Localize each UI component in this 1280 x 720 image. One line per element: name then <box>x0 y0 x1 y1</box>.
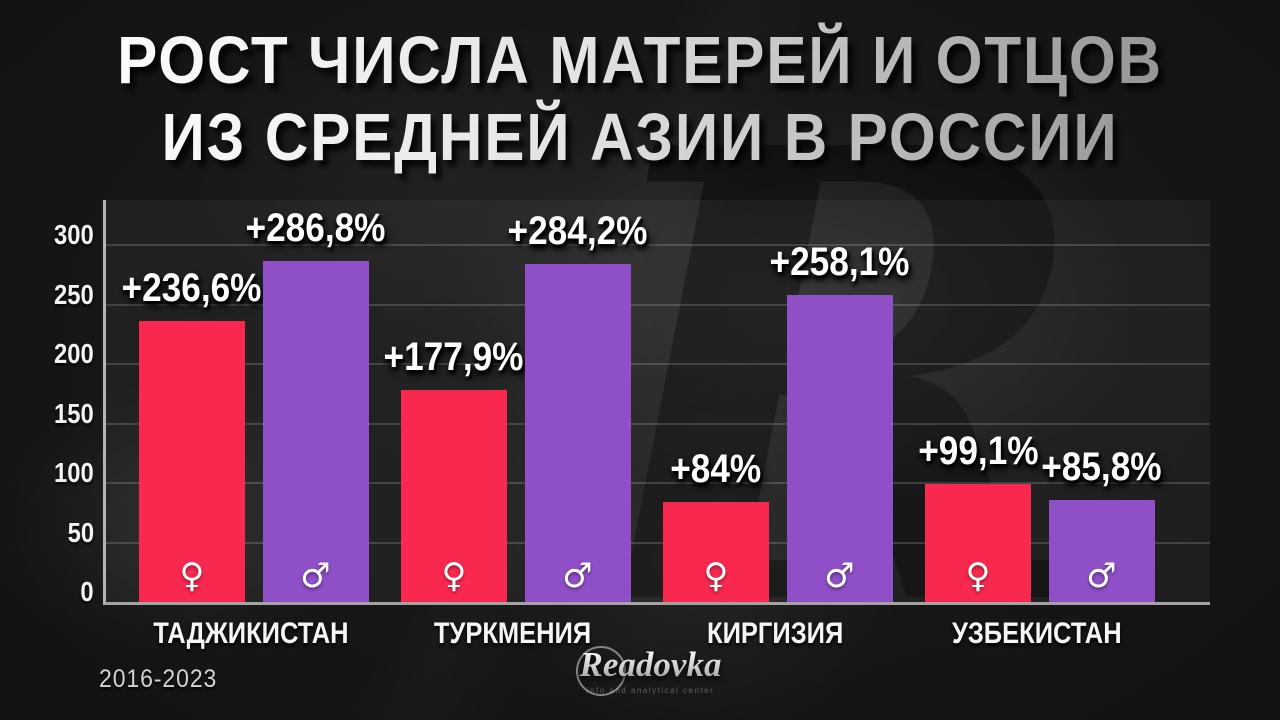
logo-text: Readovka <box>563 645 738 685</box>
gridline-250 <box>106 303 1210 306</box>
x-axis-label-узбекистан: УЗБЕКИСТАН <box>951 617 1122 650</box>
gridline-100 <box>106 482 1210 485</box>
bar-value-fathers-узбекистан: +85,8% <box>1041 444 1162 489</box>
period-label: 2016-2023 <box>99 665 218 693</box>
male-icon: ♂ <box>824 556 855 596</box>
title-line-1: РОСТ ЧИСЛА МАТЕРЕЙ И ОТЦОВ <box>64 22 1216 99</box>
logo-circle-icon <box>576 646 626 696</box>
female-icon: ♀ <box>179 556 205 596</box>
bar-value-mothers-киргизия: +84% <box>670 447 762 492</box>
male-icon: ♂ <box>300 556 331 596</box>
male-icon: ♂ <box>562 556 593 596</box>
bar-fathers-киргизия: ♂ <box>786 295 893 602</box>
bar-value-mothers-узбекистан: +99,1% <box>917 429 1039 474</box>
bar-fathers-туркмения: ♂ <box>524 264 631 602</box>
female-icon: ♀ <box>441 556 467 596</box>
bar-value-fathers-туркмения: +284,2% <box>507 209 648 253</box>
x-axis: ТАДЖИКИСТАН ТУРКМЕНИЯ КИРГИЗИЯ УЗБЕКИСТАН <box>103 617 1207 655</box>
male-icon: ♂ <box>1086 556 1117 596</box>
y-tick-label-150: 150 <box>54 397 94 429</box>
page-title: РОСТ ЧИСЛА МАТЕРЕЙ И ОТЦОВ ИЗ СРЕДНЕЙ АЗ… <box>0 22 1280 176</box>
bar-value-mothers-туркмения: +177,9% <box>384 335 524 380</box>
readovka-logo: Readovka info and analytical center <box>563 645 738 696</box>
bar-mothers-туркмения: ♀ <box>401 390 507 602</box>
gridline-50 <box>106 541 1210 544</box>
y-axis: 0 50 100 150 200 250 300 <box>0 200 94 607</box>
bar-fathers-таджикистан: ♂ <box>262 260 369 602</box>
y-tick-label-100: 100 <box>54 457 94 489</box>
bar-mothers-киргизия: ♀ <box>663 502 769 602</box>
y-tick-label-250: 250 <box>54 278 94 310</box>
x-axis-label-туркмения: ТУРКМЕНИЯ <box>434 617 592 650</box>
female-icon: ♀ <box>965 556 991 596</box>
x-axis-label-таджикистан: ТАДЖИКИСТАН <box>153 617 349 650</box>
title-line-2: ИЗ СРЕДНЕЙ АЗИИ В РОССИИ <box>64 99 1216 176</box>
bar-mothers-таджикистан: ♀ <box>139 320 245 602</box>
bar-value-fathers-киргизия: +258,1% <box>769 240 910 285</box>
plot-area: ♀ +236,6% ♂ +286,8% ♀ +177,9% ♂ +284,2% ♀ +84% ♂ +2… <box>103 200 1210 605</box>
gridline-150 <box>106 422 1210 425</box>
bar-value-mothers-таджикистан: +236,6% <box>122 265 262 310</box>
bar-fathers-узбекистан: ♂ <box>1048 499 1155 602</box>
y-tick-label-0: 0 <box>80 576 94 607</box>
y-tick-label-300: 300 <box>54 219 94 251</box>
gridline-200 <box>106 363 1210 366</box>
gridline-300 <box>106 244 1210 247</box>
bar-mothers-узбекистан: ♀ <box>925 484 1031 602</box>
y-tick-label-200: 200 <box>54 338 94 370</box>
female-icon: ♀ <box>703 556 729 596</box>
bar-value-fathers-таджикистан: +286,8% <box>245 205 386 250</box>
logo-subtext: info and analytical center <box>586 686 715 695</box>
x-axis-label-киргизия: КИРГИЗИЯ <box>706 617 843 650</box>
y-tick-label-50: 50 <box>67 516 94 548</box>
